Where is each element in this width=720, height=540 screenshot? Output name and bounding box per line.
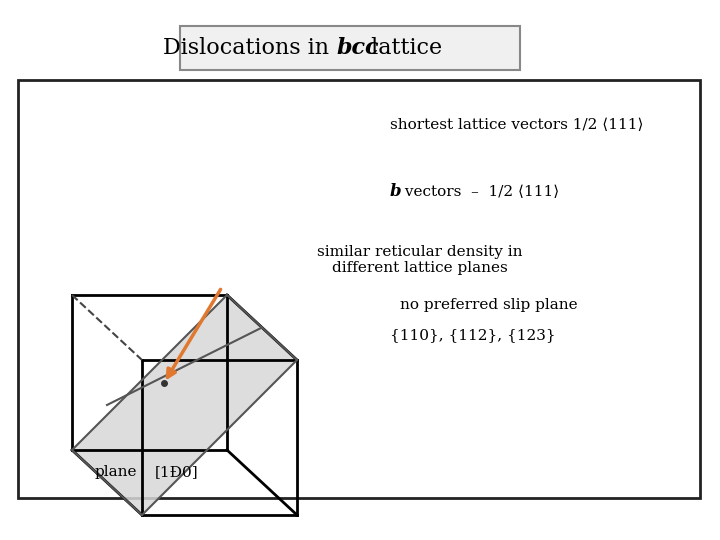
Text: vectors  –  1/2 ⟨111⟩: vectors – 1/2 ⟨111⟩ (400, 185, 559, 199)
Text: lattice: lattice (364, 37, 442, 59)
Text: Dislocations in: Dislocations in (163, 37, 336, 59)
Polygon shape (72, 295, 297, 515)
Text: {110}, {112}, {123}: {110}, {112}, {123} (390, 328, 556, 342)
Text: bcc: bcc (336, 37, 379, 59)
Text: [1Đ0]: [1Đ0] (155, 465, 199, 479)
FancyBboxPatch shape (180, 26, 520, 70)
Text: b: b (390, 184, 402, 200)
Text: plane: plane (95, 465, 138, 479)
Text: shortest lattice vectors 1/2 ⟨111⟩: shortest lattice vectors 1/2 ⟨111⟩ (390, 118, 644, 132)
Text: similar reticular density in: similar reticular density in (318, 245, 523, 259)
FancyBboxPatch shape (18, 80, 700, 498)
Text: different lattice planes: different lattice planes (332, 261, 508, 275)
Text: no preferred slip plane: no preferred slip plane (400, 298, 577, 312)
